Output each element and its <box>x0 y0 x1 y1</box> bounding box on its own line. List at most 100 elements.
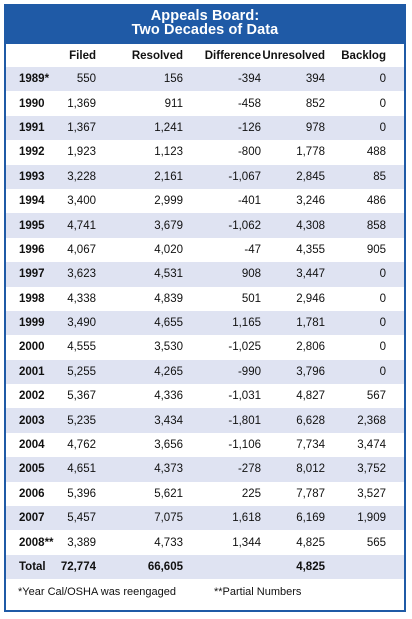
cell-resolved: 4,531 <box>96 262 183 287</box>
cell-resolved: 4,265 <box>96 359 183 385</box>
table-row: 1996 4,067 4,020 -47 4,355 905 <box>6 237 404 263</box>
cell-year: 1990 <box>6 91 54 116</box>
cell-unresolved: 4,827 <box>261 384 325 409</box>
table-row: 1997 3,623 4,531 908 3,447 0 <box>6 262 404 287</box>
cell-year: 2002 <box>6 384 54 409</box>
cell-year: 1994 <box>6 188 54 214</box>
cell-difference: -1,025 <box>183 335 261 360</box>
table-row: 2007 5,457 7,075 1,618 6,169 1,909 <box>6 506 404 531</box>
cell-backlog: 486 <box>325 188 404 214</box>
cell-difference: 1,344 <box>183 530 261 555</box>
cell-resolved: 4,839 <box>96 286 183 311</box>
total-difference <box>183 554 261 580</box>
cell-resolved: 3,434 <box>96 408 183 433</box>
table-title: Appeals Board: Two Decades of Data <box>6 6 404 44</box>
cell-filed: 4,762 <box>54 432 96 458</box>
total-resolved: 66,605 <box>96 554 183 580</box>
cell-backlog: 3,752 <box>325 457 404 482</box>
cell-filed: 5,235 <box>54 408 96 433</box>
cell-backlog: 858 <box>325 213 404 238</box>
cell-backlog: 1,909 <box>325 506 404 531</box>
cell-resolved: 4,020 <box>96 237 183 263</box>
cell-unresolved: 7,787 <box>261 481 325 507</box>
total-backlog <box>325 554 404 580</box>
header-difference: Difference <box>204 49 261 62</box>
table-row: 1993 3,228 2,161 -1,067 2,845 85 <box>6 164 404 189</box>
cell-backlog: 3,527 <box>325 481 404 507</box>
total-filed: 72,774 <box>54 554 96 580</box>
cell-backlog: 85 <box>325 164 404 189</box>
cell-unresolved: 3,796 <box>261 359 325 385</box>
table-row: 1989* 550 156 -394 394 0 <box>6 67 404 92</box>
table-row: 2006 5,396 5,621 225 7,787 3,527 <box>6 481 404 507</box>
cell-year: 2001 <box>6 359 54 385</box>
cell-unresolved: 852 <box>261 91 325 116</box>
table-row: 2004 4,762 3,656 -1,106 7,734 3,474 <box>6 432 404 458</box>
cell-unresolved: 4,308 <box>261 213 325 238</box>
cell-unresolved: 3,447 <box>261 262 325 287</box>
cell-filed: 1,367 <box>54 115 96 141</box>
cell-difference: 1,165 <box>183 310 261 336</box>
table-row: 2001 5,255 4,265 -990 3,796 0 <box>6 359 404 385</box>
cell-difference: -458 <box>183 91 261 116</box>
cell-year: 1998 <box>6 286 54 311</box>
table-row: 1992 1,923 1,123 -800 1,778 488 <box>6 140 404 165</box>
cell-year: 1997 <box>6 262 54 287</box>
cell-unresolved: 6,169 <box>261 506 325 531</box>
cell-year: 2007 <box>6 506 54 531</box>
appeals-table: Filed Resolved Difference Unresolved Bac… <box>6 44 404 580</box>
footnote-partial: **Partial Numbers <box>214 586 302 599</box>
cell-year: 2006 <box>6 481 54 507</box>
cell-unresolved: 394 <box>261 67 325 92</box>
cell-difference: -1,067 <box>183 164 261 189</box>
cell-resolved: 1,123 <box>96 140 183 165</box>
cell-unresolved: 3,246 <box>261 188 325 214</box>
cell-unresolved: 6,628 <box>261 408 325 433</box>
cell-unresolved: 2,806 <box>261 335 325 360</box>
cell-resolved: 4,373 <box>96 457 183 482</box>
table-row: 2003 5,235 3,434 -1,801 6,628 2,368 <box>6 408 404 433</box>
table-row: 2002 5,367 4,336 -1,031 4,827 567 <box>6 384 404 409</box>
cell-filed: 3,228 <box>54 164 96 189</box>
cell-filed: 4,067 <box>54 237 96 263</box>
cell-year: 2000 <box>6 335 54 360</box>
cell-difference: -394 <box>183 67 261 92</box>
cell-year: 1989* <box>6 67 54 92</box>
cell-backlog: 3,474 <box>325 432 404 458</box>
table-row: 1999 3,490 4,655 1,165 1,781 0 <box>6 310 404 336</box>
cell-unresolved: 1,781 <box>261 310 325 336</box>
cell-difference: -1,062 <box>183 213 261 238</box>
cell-filed: 4,651 <box>54 457 96 482</box>
cell-resolved: 2,999 <box>96 188 183 214</box>
cell-backlog: 565 <box>325 530 404 555</box>
cell-backlog: 0 <box>325 91 404 116</box>
cell-year: 1993 <box>6 164 54 189</box>
footnote-year: *Year Cal/OSHA was reengaged <box>18 586 176 599</box>
cell-filed: 1,923 <box>54 140 96 165</box>
cell-filed: 4,555 <box>54 335 96 360</box>
cell-filed: 5,255 <box>54 359 96 385</box>
cell-filed: 5,396 <box>54 481 96 507</box>
cell-unresolved: 978 <box>261 115 325 141</box>
cell-difference: -1,106 <box>183 432 261 458</box>
cell-backlog: 0 <box>325 359 404 385</box>
cell-year: 1992 <box>6 140 54 165</box>
cell-resolved: 3,656 <box>96 432 183 458</box>
cell-difference: -126 <box>183 115 261 141</box>
cell-unresolved: 2,845 <box>261 164 325 189</box>
footnotes: *Year Cal/OSHA was reengaged **Partial N… <box>6 579 404 598</box>
cell-backlog: 488 <box>325 140 404 165</box>
cell-difference: -800 <box>183 140 261 165</box>
cell-backlog: 0 <box>325 335 404 360</box>
cell-year: 2004 <box>6 432 54 458</box>
cell-difference: -401 <box>183 188 261 214</box>
header-resolved: Resolved <box>131 49 183 62</box>
cell-backlog: 2,368 <box>325 408 404 433</box>
table-row: 1995 4,741 3,679 -1,062 4,308 858 <box>6 213 404 238</box>
cell-filed: 4,338 <box>54 286 96 311</box>
data-table-panel: Appeals Board: Two Decades of Data Filed… <box>4 4 406 612</box>
table-row: 1994 3,400 2,999 -401 3,246 486 <box>6 188 404 214</box>
cell-year: 2005 <box>6 457 54 482</box>
cell-resolved: 2,161 <box>96 164 183 189</box>
cell-unresolved: 7,734 <box>261 432 325 458</box>
